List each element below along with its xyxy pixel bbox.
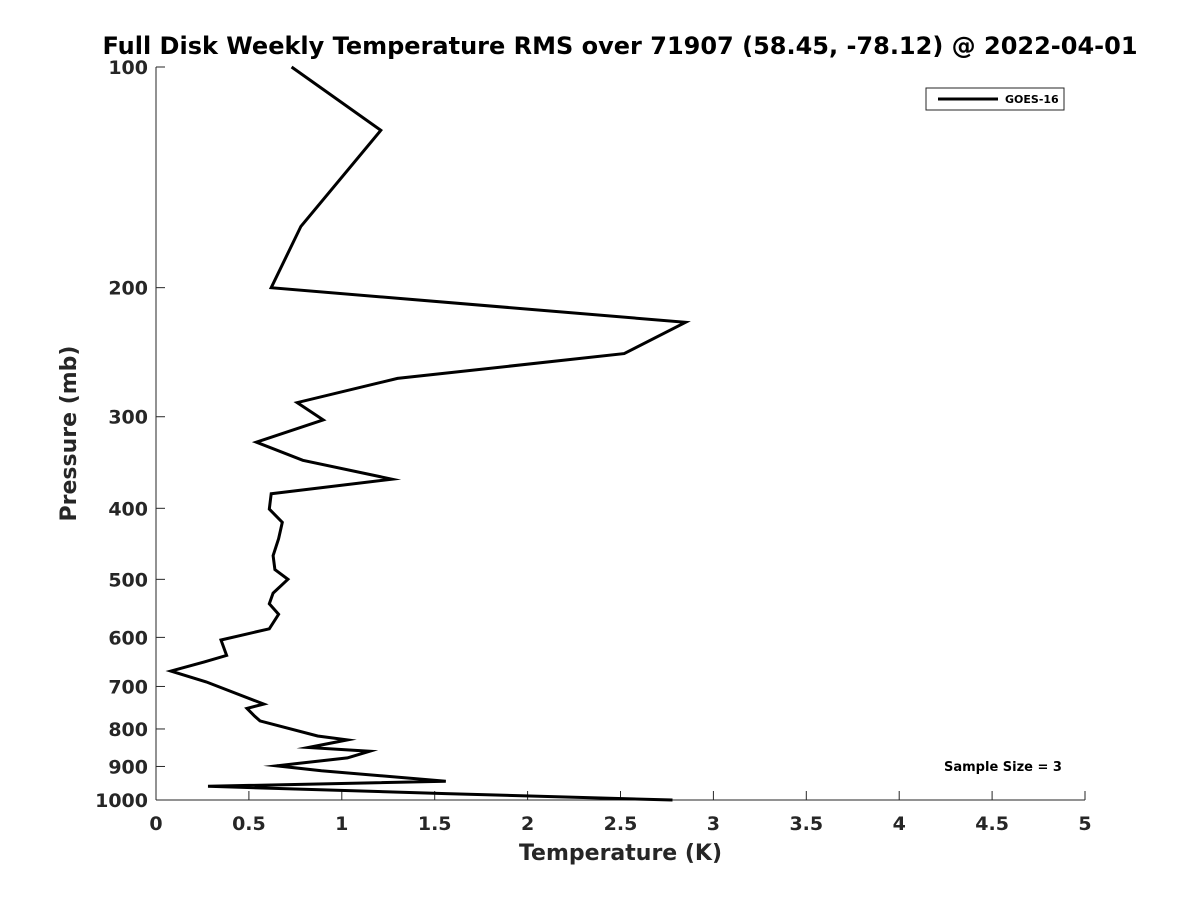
x-tick-label: 0.5 [232,813,266,835]
chart-title: Full Disk Weekly Temperature RMS over 71… [102,32,1137,60]
series-layer [165,65,691,802]
y-tick-label: 200 [108,278,148,300]
x-tick-label: 2 [521,813,534,835]
x-tick-label: 3 [707,813,720,835]
x-tick-label: 5 [1078,813,1091,835]
plot-area [155,67,1085,801]
y-tick-label: 400 [108,498,148,520]
x-tick-label: 3.5 [789,813,823,835]
x-axis-ticks: 0 0.5 1 1.5 2 2.5 3 3.5 4 4.5 5 [149,791,1092,835]
y-axis-label: Pressure (mb) [57,346,82,522]
x-tick-label: 4 [893,813,906,835]
x-tick-label: 1 [335,813,348,835]
y-tick-label: 900 [108,756,148,778]
legend-label-goes16: GOES-16 [1005,93,1059,106]
y-tick-label: 700 [108,676,148,698]
x-tick-label: 4.5 [975,813,1009,835]
x-tick-label: 1.5 [418,813,452,835]
y-axis-ticks: 100 200 300 400 500 600 700 800 900 1000 [95,57,165,812]
sample-size-annotation: Sample Size = 3 [944,760,1062,775]
y-tick-label: 300 [108,407,148,429]
x-tick-label: 0 [149,813,162,835]
y-tick-label: 1000 [95,790,148,812]
y-tick-label: 100 [108,57,148,79]
y-tick-label: 800 [108,719,148,741]
y-tick-label: 600 [108,627,148,649]
y-tick-label: 500 [108,569,148,591]
legend: GOES-16 [925,87,1065,111]
x-axis-label: Temperature (K) [519,841,722,866]
x-tick-label: 2.5 [604,813,638,835]
series-line-goes16 [165,65,691,802]
